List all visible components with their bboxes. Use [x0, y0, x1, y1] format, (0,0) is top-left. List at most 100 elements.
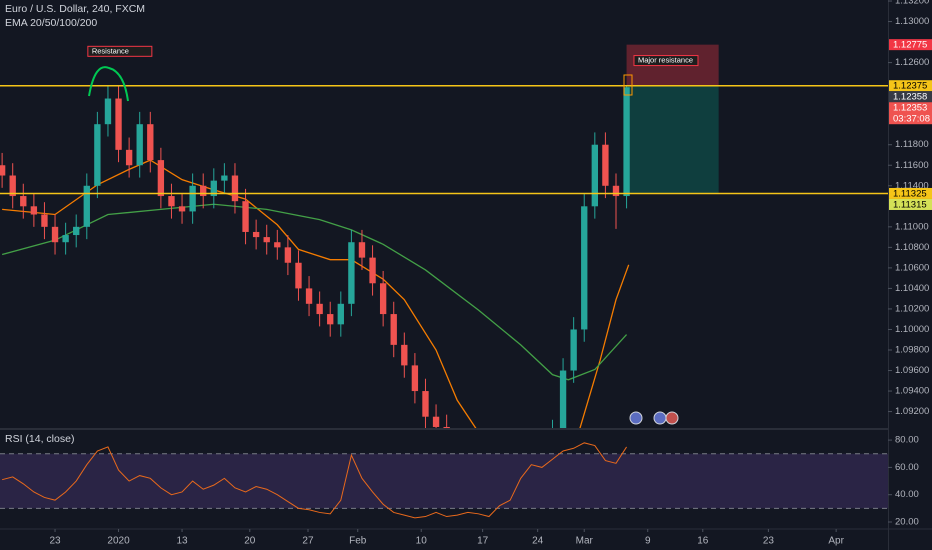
candle-body: [178, 206, 186, 212]
candle-body: [200, 185, 207, 197]
candle-body: [623, 87, 630, 197]
price-tag: [889, 80, 932, 92]
y-tick-label: 1.09200: [895, 406, 929, 417]
candle-body: [62, 235, 69, 243]
annotation-box: [633, 55, 699, 67]
candle-body: [581, 206, 588, 330]
y-tick-label: 1.09800: [895, 345, 929, 356]
y-tick-label: 1.13000: [895, 16, 929, 27]
y-tick-label: 1.13200: [895, 0, 929, 7]
y-tick-label: 1.10200: [895, 303, 929, 314]
candle-body: [327, 314, 334, 325]
y-tick-label: 1.10000: [895, 324, 929, 335]
candle-body: [284, 247, 292, 263]
candle-body: [41, 214, 48, 227]
candle-body: [591, 144, 598, 207]
countdown: 03:37:08: [893, 114, 930, 125]
x-tick-label: 20: [244, 536, 256, 547]
candle-body: [390, 314, 397, 345]
price-tag: [889, 102, 932, 125]
price-overlay: Resistance Major resistance: [87, 45, 699, 67]
candle-body: [263, 237, 270, 243]
candle-body: [432, 416, 440, 427]
candle-body: [30, 206, 38, 215]
candle-body: [570, 329, 577, 371]
y-tick-label: 1.11800: [895, 139, 929, 150]
price-tag-label: 1.11315: [893, 199, 927, 210]
y-tick-label: 1.11400: [895, 180, 929, 191]
y-tick-label: 60.00: [895, 462, 919, 473]
candle-body: [94, 124, 101, 186]
axes: 1.13200 1.13000 1.12600 1.11800 1.11600 1.114…: [49, 0, 932, 547]
y-tick-label: 1.11000: [895, 221, 929, 232]
price-tag-label: 1.12358: [893, 92, 927, 103]
candle-body: [358, 242, 366, 258]
candle-body: [125, 149, 133, 166]
price-tag-label: 1.12375: [893, 81, 927, 92]
candle-body: [73, 226, 80, 236]
candle-body: [0, 165, 6, 176]
candle-body: [147, 124, 154, 161]
x-tick-label: Mar: [576, 536, 594, 547]
candle-body: [369, 257, 376, 284]
y-tick-label: 1.11600: [895, 160, 929, 171]
x-tick-label: 16: [697, 536, 709, 547]
event-icon: [665, 411, 679, 425]
candle-body: [305, 288, 313, 304]
x-tick-label: 17: [477, 536, 489, 547]
candle-body: [51, 226, 59, 243]
candle-body: [411, 365, 419, 392]
candle-body: [189, 185, 196, 212]
event-icon: [653, 411, 667, 425]
candle-body: [231, 175, 239, 202]
candle-body: [210, 180, 217, 197]
rsi-line: [1, 442, 627, 519]
candle-body: [316, 303, 323, 315]
y-tick-label: 1.10800: [895, 242, 929, 253]
rsi-panel: [0, 442, 888, 519]
target-zone: [626, 85, 719, 194]
price-tag: [889, 198, 932, 210]
candle-body: [104, 98, 112, 125]
x-tick-label: 10: [416, 536, 428, 547]
head-arc: [88, 66, 129, 102]
x-tick-label: Apr: [828, 536, 844, 547]
rsi-band: [0, 453, 888, 509]
x-tick-label: Feb: [349, 536, 367, 547]
ema-line: [2, 159, 477, 428]
x-tick-label: 27: [302, 536, 314, 547]
annotation: Resistance: [87, 45, 153, 57]
price-panel: [0, 44, 888, 428]
candle-body: [242, 201, 249, 232]
candle-body: [422, 391, 429, 417]
entry-marker: [623, 74, 633, 96]
candle-body: [379, 283, 387, 315]
ema-line: [579, 264, 630, 428]
y-tick-label: 1.09600: [895, 365, 929, 376]
indicator-label: EMA 20/50/100/200: [5, 17, 97, 29]
event-icon: [629, 411, 643, 425]
candle-body: [612, 185, 620, 197]
y-tick-label: 1.10600: [895, 262, 929, 273]
chart-title: Euro / U.S. Dollar, 240, FXCM: [5, 3, 145, 15]
event-icons: [629, 411, 679, 425]
y-tick-label: 20.00: [895, 517, 919, 528]
candle-body: [274, 242, 281, 248]
x-tick-label: 23: [763, 536, 775, 547]
x-tick-label: 23: [49, 536, 61, 547]
x-tick-label: 9: [645, 536, 651, 547]
price-tag-label: 1.11325: [893, 188, 927, 199]
price-tag-label: 1.12775: [893, 40, 927, 51]
candle-body: [602, 144, 609, 186]
candle-body: [559, 370, 567, 428]
candle-body: [401, 344, 408, 366]
y-tick-label: 1.09400: [895, 386, 929, 397]
candle-body: [136, 124, 143, 166]
candle-body: [337, 303, 344, 325]
x-tick-label: 24: [532, 536, 544, 547]
y-tick-label: 40.00: [895, 489, 919, 500]
candle-body: [83, 185, 90, 227]
